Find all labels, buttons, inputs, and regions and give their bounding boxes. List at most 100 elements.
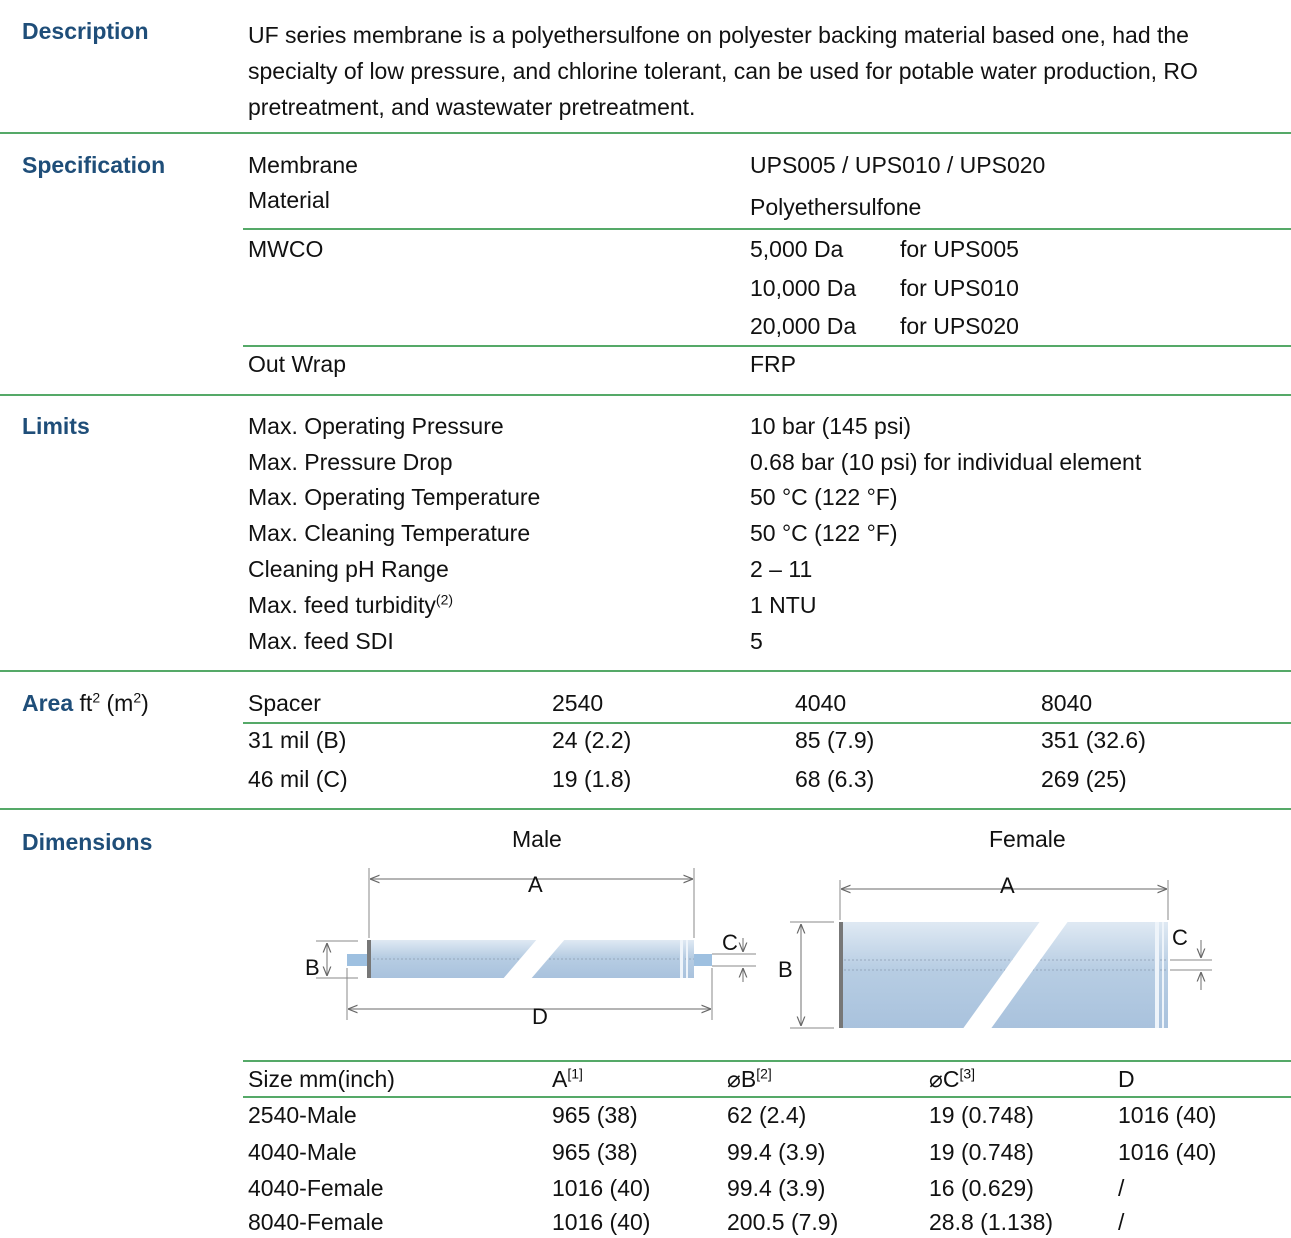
male-title: Male bbox=[512, 826, 562, 852]
dim-b-male: B bbox=[305, 955, 320, 980]
dim-cell: 200.5 (7.9) bbox=[727, 1209, 839, 1235]
dim-cell: 1016 (40) bbox=[552, 1175, 651, 1201]
dim-header-cell: A[1] bbox=[552, 1064, 583, 1094]
limit-value: 1 NTU bbox=[750, 592, 817, 618]
header-text: A bbox=[552, 1066, 568, 1092]
footnote-ref: [3] bbox=[959, 1065, 976, 1082]
area-cell: 19 (1.8) bbox=[552, 766, 632, 792]
specification-label: Specification bbox=[22, 152, 166, 178]
header-text: ⌀B bbox=[727, 1066, 757, 1092]
dim-cell: 965 (38) bbox=[552, 1139, 638, 1165]
mwco-for: for UPS010 bbox=[900, 275, 1019, 301]
limit-value: 50 °C (122 °F) bbox=[750, 484, 898, 510]
limit-name-text: Max. feed turbidity bbox=[248, 592, 436, 618]
dim-a-male: A bbox=[528, 872, 543, 897]
limit-value: 5 bbox=[750, 628, 763, 654]
material-value: Polyethersulfone bbox=[750, 194, 922, 220]
divider bbox=[243, 345, 1291, 347]
divider bbox=[0, 670, 1291, 672]
footnote-ref: [1] bbox=[567, 1065, 583, 1082]
description-label: Description bbox=[22, 18, 149, 44]
dim-cell: 99.4 (3.9) bbox=[727, 1139, 826, 1165]
limit-name: Max. Pressure Drop bbox=[248, 449, 453, 475]
area-cell: 68 (6.3) bbox=[795, 766, 875, 792]
dim-cell: 16 (0.629) bbox=[929, 1175, 1034, 1201]
dim-cell: 1016 (40) bbox=[1118, 1102, 1217, 1128]
mwco-for: for UPS005 bbox=[900, 236, 1019, 262]
area-header-cell: 8040 bbox=[1041, 690, 1093, 716]
area-header-cell: 4040 bbox=[795, 690, 847, 716]
area-cell: 85 (7.9) bbox=[795, 727, 875, 753]
dim-cell: 19 (0.748) bbox=[929, 1102, 1034, 1128]
footnote-ref: (2) bbox=[435, 591, 454, 608]
footnote-ref: [2] bbox=[756, 1065, 772, 1082]
divider bbox=[243, 1060, 1291, 1062]
outwrap-label: Out Wrap bbox=[248, 351, 346, 377]
divider bbox=[0, 132, 1291, 134]
dim-b-female: B bbox=[778, 957, 793, 982]
limit-name: Cleaning pH Range bbox=[248, 556, 449, 582]
dim-cell: 19 (0.748) bbox=[929, 1139, 1034, 1165]
dimensions-label: Dimensions bbox=[22, 829, 153, 855]
outwrap-value: FRP bbox=[750, 351, 796, 377]
dim-d-male: D bbox=[532, 1004, 548, 1029]
divider bbox=[243, 722, 1291, 724]
divider bbox=[243, 228, 1291, 230]
limit-value: 10 bar (145 psi) bbox=[750, 413, 912, 439]
area-header-cell: 2540 bbox=[552, 690, 604, 716]
area-cell: 31 mil (B) bbox=[248, 727, 347, 753]
dim-header-cell: ⌀B[2] bbox=[727, 1064, 772, 1094]
dim-cell: / bbox=[1118, 1209, 1125, 1235]
mwco-value: 20,000 Da bbox=[750, 313, 857, 339]
area-label: Area bbox=[22, 690, 74, 716]
area-header-cell: Spacer bbox=[248, 690, 321, 716]
dim-cell: 4040-Male bbox=[248, 1139, 357, 1165]
dim-cell: 99.4 (3.9) bbox=[727, 1175, 826, 1201]
mwco-for: for UPS020 bbox=[900, 313, 1019, 339]
dim-cell: 28.8 (1.138) bbox=[929, 1209, 1054, 1235]
area-cell: 24 (2.2) bbox=[552, 727, 632, 753]
limit-name: Max. feed turbidity(2) bbox=[248, 590, 453, 620]
area-label-group: Area ft2 (m2) bbox=[22, 688, 149, 718]
dim-c-male: C bbox=[722, 930, 738, 955]
dim-cell: 965 (38) bbox=[552, 1102, 638, 1128]
dim-cell: 1016 (40) bbox=[552, 1209, 651, 1235]
dim-cell: 2540-Male bbox=[248, 1102, 357, 1128]
membrane-label: Membrane bbox=[248, 152, 358, 178]
material-label: Material bbox=[248, 187, 330, 213]
limit-name: Max. Cleaning Temperature bbox=[248, 520, 531, 546]
mwco-value: 10,000 Da bbox=[750, 275, 857, 301]
dim-cell: / bbox=[1118, 1175, 1125, 1201]
area-cell: 46 mil (C) bbox=[248, 766, 348, 792]
unit-text: (m bbox=[106, 690, 134, 716]
limit-value: 50 °C (122 °F) bbox=[750, 520, 898, 546]
unit-sup: 2 bbox=[133, 689, 142, 706]
limit-name: Max. Operating Pressure bbox=[248, 413, 504, 439]
mwco-value: 5,000 Da bbox=[750, 236, 844, 262]
unit-sup: 2 bbox=[92, 689, 101, 706]
divider bbox=[0, 808, 1291, 810]
limit-value: 0.68 bar (10 psi) for individual element bbox=[750, 449, 1142, 475]
unit-text: ) bbox=[141, 690, 149, 716]
limit-value: 2 – 11 bbox=[750, 556, 813, 582]
dim-cell: 8040-Female bbox=[248, 1209, 384, 1235]
divider bbox=[0, 394, 1291, 396]
area-unit-m: (m2) bbox=[107, 690, 149, 716]
dim-a-female: A bbox=[1000, 873, 1015, 898]
female-title: Female bbox=[989, 826, 1066, 852]
description-text: UF series membrane is a polyethersulfone… bbox=[248, 22, 1198, 120]
dim-header-cell: ⌀C[3] bbox=[929, 1064, 975, 1094]
limits-label: Limits bbox=[22, 413, 90, 439]
dim-header-cell: Size mm(inch) bbox=[248, 1066, 395, 1092]
dim-c-female: C bbox=[1172, 925, 1188, 950]
female-element bbox=[790, 880, 1212, 1030]
limit-name: Max. Operating Temperature bbox=[248, 484, 541, 510]
unit-text: ft bbox=[79, 690, 93, 716]
dim-cell: 1016 (40) bbox=[1118, 1139, 1217, 1165]
mwco-label: MWCO bbox=[248, 236, 324, 262]
dim-cell: 4040-Female bbox=[248, 1175, 384, 1201]
dim-cell: 62 (2.4) bbox=[727, 1102, 807, 1128]
divider bbox=[243, 1096, 1291, 1098]
membrane-value: UPS005 / UPS010 / UPS020 bbox=[750, 152, 1046, 178]
